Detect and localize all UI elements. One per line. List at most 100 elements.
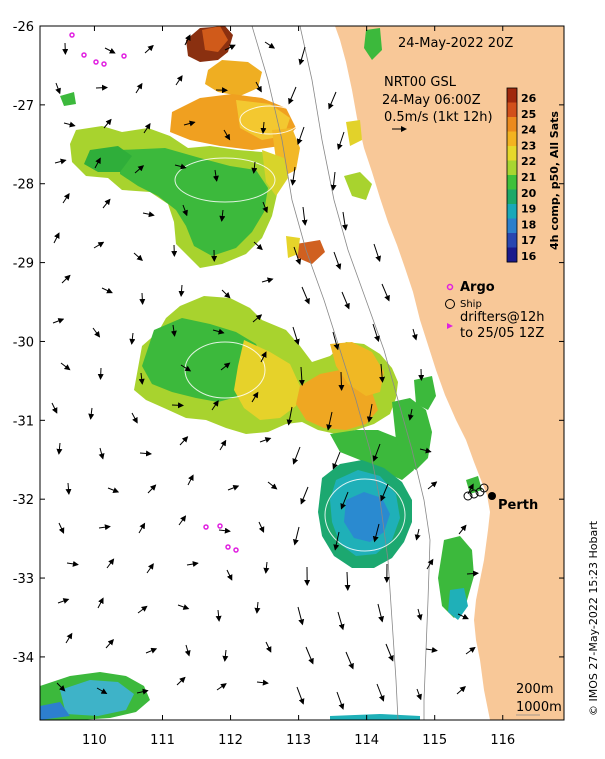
current-arrow-icon [465,646,476,655]
colorbar-swatch [507,218,517,234]
current-arrow-icon [226,569,233,581]
current-arrow-icon [425,646,438,653]
current-arrow-icon [145,647,158,654]
lon-tick-label: 113 [286,733,311,748]
colorbar-tick-label: 16 [521,250,537,263]
current-arrow-icon [184,34,191,46]
current-arrow-icon [98,524,111,531]
current-arrow-icon [224,44,236,51]
lon-axis: 110 111 112 113 114 115 116 [82,26,515,748]
current-arrow-icon [129,332,136,345]
colorbar-swatch [507,102,517,118]
current-arrow-icon [95,84,108,91]
current-arrow-icon [373,243,381,263]
argo-marker-icon [93,59,99,65]
current-arrow-icon [146,563,154,574]
current-arrow-icon [338,371,345,391]
current-arrow-icon [340,491,349,510]
current-arrow-icon [333,251,342,270]
date-label: 24-May-2022 20Z [398,36,513,51]
current-arrow-icon [56,442,63,455]
current-arrow-icon [332,331,340,351]
current-arrow-icon [265,641,272,653]
current-arrow-icon [379,363,386,383]
current-arrow-icon [96,687,108,695]
current-arrow-icon [215,609,222,622]
current-arrow-icon [292,446,301,465]
ship-marker-icon [445,299,455,309]
colorbar: 26 25 24 23 22 21 20 19 18 17 16 [506,87,537,263]
current-arrow-icon [175,75,183,86]
current-arrow-icon [106,558,115,569]
current-arrow-icon [97,367,104,380]
current-arrow-icon [219,209,226,222]
current-arrow-icon [57,598,70,604]
colorbar-swatch [507,131,517,147]
current-arrow-icon [131,412,138,424]
legend-argo: Argo [460,280,495,295]
current-arrow-icon [296,126,305,145]
current-arrow-icon [54,158,67,165]
current-arrow-icon [286,406,293,426]
lat-tick-label: -34 [13,651,34,666]
lat-axis: -26 -27 -28 -29 -30 -31 -32 -33 -34 [13,20,564,666]
current-arrow-icon [298,46,306,66]
lon-tick-label: 111 [150,733,175,748]
colorbar-swatch [507,204,517,219]
current-arrow-icon [372,323,380,343]
current-arrow-icon [259,437,272,443]
colorbar-swatch [507,160,517,176]
current-arrow-icon [94,157,101,169]
current-arrow-icon [260,121,267,134]
current-arrow-icon [288,86,297,105]
current-arrow-icon [252,314,263,323]
place-label-perth: Perth [498,498,538,513]
colorbar-swatch [507,88,517,103]
current-arrow-icon [336,691,345,710]
colorbar-tick-label: 17 [521,234,536,247]
current-arrow-icon [328,91,337,110]
current-arrow-icon [216,683,227,691]
contour-200m [299,26,431,720]
current-arrow-icon [372,523,380,543]
colorbar-tick-label: 22 [521,155,536,168]
current-arrow-icon [292,526,300,546]
argo-marker-icon [69,32,75,38]
lat-tick-label: -33 [13,572,34,587]
current-arrow-icon [53,232,60,244]
current-arrow-icon [381,283,390,302]
current-arrow-icon [298,366,305,386]
current-arrow-icon [187,474,194,486]
current-arrow-icon [183,120,196,127]
current-arrow-icon [251,391,259,403]
current-arrow-icon [426,558,434,570]
current-arrow-icon [385,643,394,662]
argo-marker-icon [101,61,107,67]
lon-tick-label: 116 [490,733,515,748]
current-arrow-icon [221,289,231,299]
argo-marker-icon [446,283,454,291]
current-arrow-icon [337,131,345,151]
current-arrow-icon [56,682,66,692]
lat-tick-label: -31 [13,414,34,429]
current-arrow-icon [223,129,231,141]
current-arrow-icon [267,481,278,490]
current-arrow-icon [101,287,113,294]
current-arrow-icon [337,611,345,631]
current-arrow-icon [60,362,71,371]
current-arrow-icon [256,679,269,686]
drifter-marker-icon [469,489,479,499]
bathymetry-contours [251,26,431,720]
argo-marker-icon [81,52,87,58]
current-arrow-icon [255,81,262,93]
current-arrow-icon [211,400,219,411]
lon-tick-label: 114 [354,733,379,748]
current-arrow-icon [62,192,70,204]
current-arrow-icon [411,328,418,341]
current-arrow-icon [55,82,61,95]
credit-text: © IMOS 27-May-2022 15:23 Hobart [587,520,600,716]
legend-drifters-1: drifters@12h [460,310,545,325]
colorbar-swatch [507,233,517,248]
lat-tick-label: -26 [13,20,34,35]
current-arrow-icon [88,407,95,420]
